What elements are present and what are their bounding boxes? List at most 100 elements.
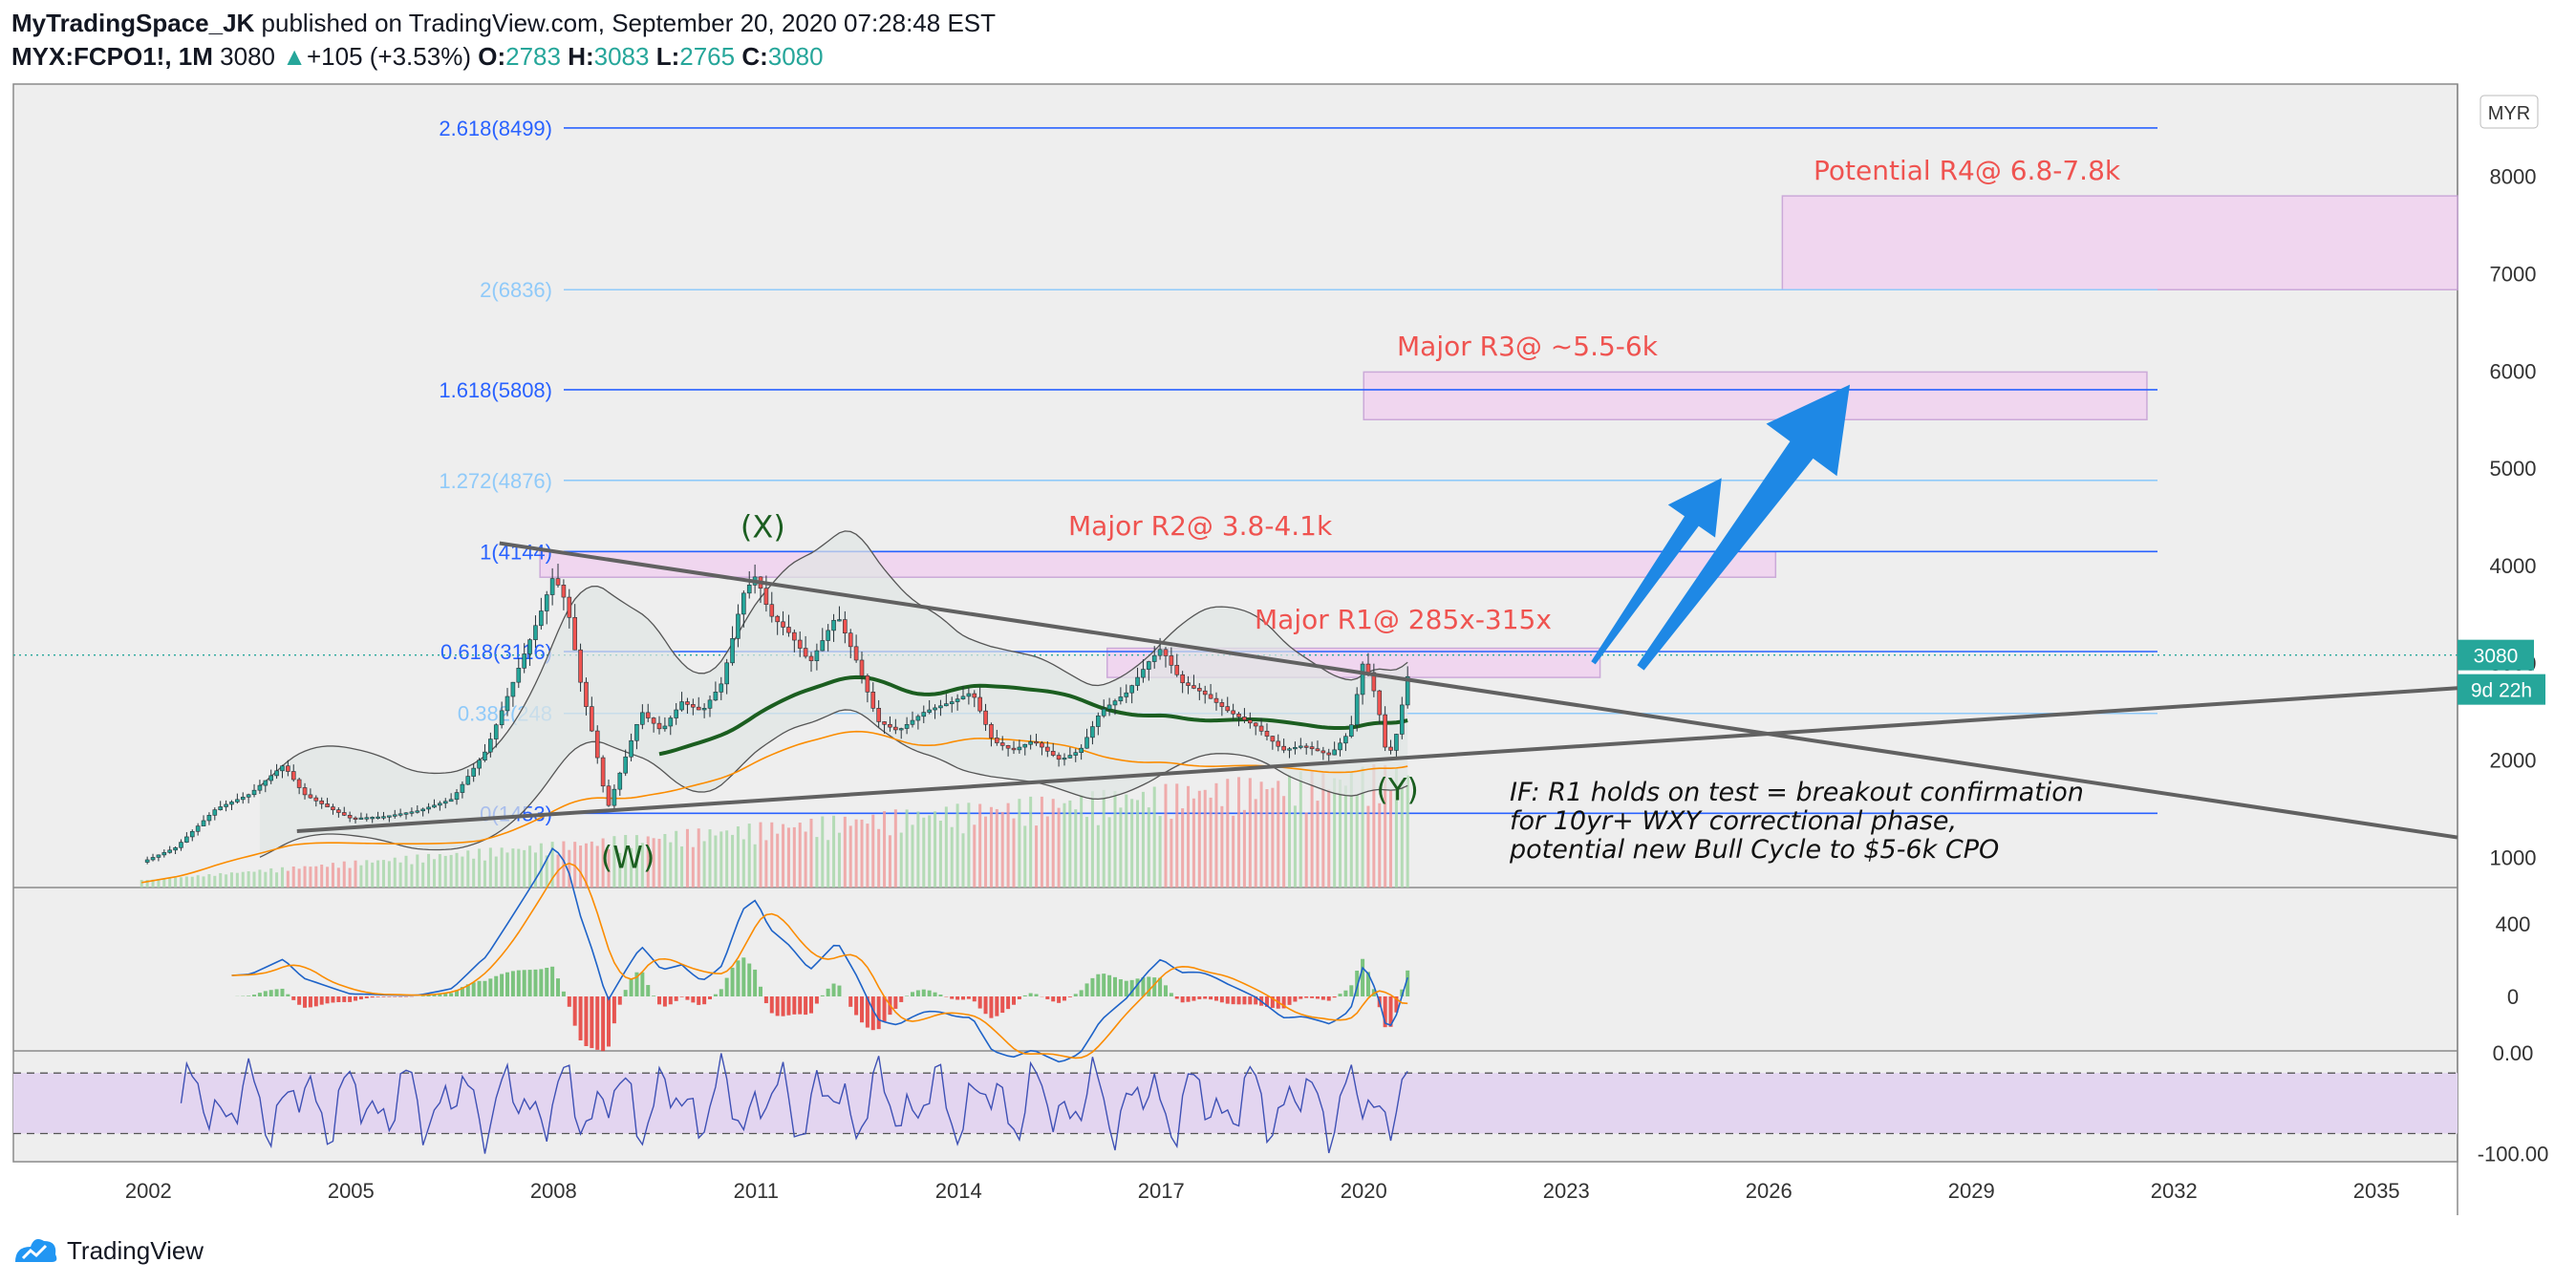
fib-label: 0.618(3116) (440, 640, 552, 664)
macd-histogram-bar (1147, 976, 1151, 996)
candle-body (966, 693, 972, 697)
candle-body (1281, 745, 1286, 751)
candle-body (1112, 700, 1118, 706)
macd-histogram-bar (1225, 996, 1230, 1004)
volume-bar (955, 803, 959, 888)
macd-histogram-bar (297, 996, 302, 1005)
candle-body (590, 706, 594, 732)
candle-body (280, 765, 285, 772)
volume-bar (235, 872, 239, 888)
candle-body (960, 696, 966, 700)
volume-bar (348, 867, 352, 888)
volume-bar (336, 867, 340, 888)
volume-bar (309, 867, 312, 888)
candle-body (465, 776, 471, 785)
macd-line (231, 847, 1408, 1063)
macd-histogram-bar (358, 996, 363, 1000)
volume-bar (1130, 799, 1134, 888)
time-tick: 2014 (935, 1179, 982, 1203)
volume-bar (359, 865, 363, 888)
candle-body (600, 757, 606, 787)
candle-body (296, 779, 302, 788)
volume-bar (404, 855, 408, 888)
volume-bar (618, 852, 622, 888)
tradingview-logo-icon[interactable] (11, 1231, 61, 1270)
candle-body (1388, 746, 1393, 751)
symbol-label[interactable]: MYX:FCPO1!, 1M (11, 42, 213, 71)
macd-histogram-bar (1028, 993, 1033, 996)
candle-body (1213, 697, 1219, 703)
candle-body (1400, 704, 1405, 735)
volume-bar (1333, 778, 1337, 888)
volume-bar (291, 867, 295, 888)
macd-histogram-bar (331, 996, 335, 1003)
volume-bar (573, 842, 577, 888)
trendlines (296, 541, 2458, 840)
macd-histogram-bar (483, 980, 487, 996)
macd-histogram-bar (763, 996, 768, 1004)
candle-body (1011, 747, 1017, 751)
high-value: 3083 (593, 42, 650, 71)
volume-bar (1299, 771, 1302, 888)
volume-bar (714, 835, 718, 888)
candle-body (1253, 722, 1258, 727)
macd-histogram-bar (955, 996, 960, 1000)
volume-bar (1181, 808, 1185, 888)
volume-bar (702, 841, 706, 888)
candle-body (1157, 649, 1163, 656)
volume-bar (1394, 768, 1398, 888)
macd-histogram-bar (927, 990, 932, 996)
candle-body (701, 708, 707, 711)
macd-histogram-bar (831, 983, 836, 996)
macd-histogram-bar (500, 974, 504, 996)
volume-bar (860, 819, 864, 888)
fib-label: 1(4144) (480, 540, 552, 564)
currency-badge-label: MYR (2488, 103, 2530, 124)
open-label: O: (478, 42, 506, 71)
rsi-pane: 0.00 -100.00 (13, 1041, 2548, 1166)
zone-rect (1363, 371, 2148, 421)
macd-histogram-bar (882, 996, 887, 1022)
candle-body (1180, 674, 1185, 684)
candle-body (893, 726, 898, 731)
macd-histogram-bar (505, 972, 510, 996)
macd-histogram-bar (966, 996, 971, 999)
candle-body (781, 621, 785, 628)
candle-body (1062, 758, 1067, 760)
candle-body (1248, 719, 1253, 724)
macd-histogram-bar (995, 996, 999, 1016)
macd-histogram-bar (539, 969, 544, 996)
macd-histogram-bar (854, 996, 859, 1016)
macd-histogram-bar (1203, 996, 1208, 999)
candle-body (212, 809, 218, 816)
volume-bar (1096, 824, 1100, 888)
price-tick: 4000 (2490, 554, 2537, 578)
volume-bar (449, 854, 453, 888)
candle-body (1174, 665, 1180, 675)
volume-bar (984, 816, 988, 888)
candle-body (578, 649, 583, 683)
candle-body (668, 717, 674, 727)
volume-bar (1057, 807, 1061, 888)
macd-histogram-bar (1129, 979, 1134, 996)
volume-bar (595, 845, 599, 888)
moving-average-slow (141, 730, 1408, 884)
volume-bar (640, 843, 644, 888)
volume-bar (1107, 817, 1111, 888)
macd-histogram-bar (1400, 989, 1405, 996)
volume-bar (196, 875, 200, 888)
volume-bar (562, 841, 566, 888)
candle-body (504, 696, 510, 712)
volume-bar (1175, 783, 1179, 888)
candle-body (397, 813, 403, 816)
volume-bar (804, 831, 807, 888)
candle-body (775, 615, 780, 623)
author-name[interactable]: MyTradingSpace_JK (11, 9, 255, 37)
macd-histogram-bar (798, 996, 803, 1015)
macd-histogram-bar (1242, 996, 1247, 1005)
brand-name[interactable]: TradingView (67, 1235, 204, 1265)
volume-bar (1018, 799, 1021, 888)
candle-body (195, 825, 201, 832)
volume-bar (314, 866, 318, 888)
